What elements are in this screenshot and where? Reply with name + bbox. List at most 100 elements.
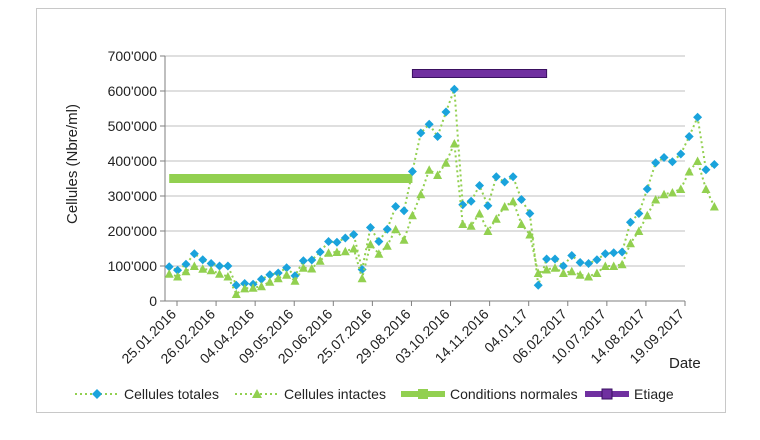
data-point [215,269,225,278]
data-point [407,167,417,176]
data-point [575,270,585,279]
data-point [315,247,325,257]
chart-svg: 0 100'000 200'000 300'000 400'000 500'000 600'… [64,48,719,402]
data-point [709,202,719,211]
x-tick-labels: 25.01.201626.02.201604.04.201609.05.2016… [118,306,687,367]
data-point [508,172,518,182]
data-point [676,184,686,193]
legend-diamond-marker [92,389,102,399]
y-tick-label: 400'000 [108,153,158,169]
data-point [265,270,275,280]
data-point [542,254,552,264]
legend-triangle-marker [252,389,262,398]
range-bar [169,174,413,183]
data-point [491,214,501,223]
data-point [609,261,619,270]
data-point [315,256,325,265]
data-point [349,244,359,253]
legend-square-marker [601,388,613,400]
data-point [625,217,635,227]
data-point [357,273,367,283]
y-tick-label: 0 [149,293,157,309]
data-point [600,249,610,259]
data-point [240,283,250,293]
data-point [256,281,266,291]
data-point [273,273,283,283]
data-point [391,224,401,234]
y-tick-label: 700'000 [108,48,158,64]
legend-label-intactes: Cellules intactes [284,386,386,402]
legend-square-marker [418,389,428,399]
legend-label-totales: Cellules totales [124,386,219,402]
data-point [449,139,459,148]
chart-frame: 0 100'000 200'000 300'000 400'000 500'000 600'… [36,8,726,413]
data-point [709,160,719,169]
data-point [298,263,308,272]
data-point [298,256,308,266]
data-point [290,276,300,285]
data-point [584,272,594,281]
data-point [173,265,183,275]
y-tick-labels: 0 100'000 200'000 300'000 400'000 500'000 600'… [108,48,158,309]
legend-item-intactes: Cellules intactes [235,386,386,402]
data-point [215,261,225,271]
data-point [525,230,535,239]
data-point [433,132,443,141]
data-point [558,261,568,271]
data-point [374,237,384,246]
data-point [416,128,426,138]
data-point [441,158,451,167]
data-point [475,209,485,218]
data-point [399,206,409,216]
y-tick-label: 600'000 [108,83,158,99]
data-point [340,246,350,256]
data-point [642,184,652,194]
data-point [684,132,694,141]
data-point [365,239,375,249]
y-tick-label: 200'000 [108,223,158,239]
legend: Cellules totales Cellules intactes Condi… [75,386,674,402]
x-axis-title: Date [669,355,701,372]
data-point [533,280,543,290]
data-point [592,268,602,277]
range-bars [169,69,548,183]
legend-item-conditions: Conditions normales [401,386,578,402]
data-point [617,247,627,257]
data-point [282,263,292,273]
data-point [625,238,635,248]
data-point [365,223,375,232]
data-point [558,268,568,277]
data-point [206,265,216,275]
data-point [307,263,317,273]
data-point [449,84,459,94]
data-point [516,195,526,204]
data-point [659,153,669,162]
y-tick-label: 500'000 [108,118,158,134]
data-point [634,209,644,218]
legend-item-totales: Cellules totales [75,386,219,402]
data-point [349,230,359,239]
series-line [168,139,716,296]
data-point [433,170,443,179]
data-point [634,226,644,235]
axes [160,55,686,306]
data-point [391,202,401,211]
y-tick-label: 100'000 [108,258,158,274]
data-point [256,274,266,284]
data-point [332,247,342,256]
legend-label-conditions: Conditions normales [450,386,578,402]
data-point [382,241,392,250]
data-point [659,189,669,199]
y-tick-label: 300'000 [108,188,158,204]
data-point [483,226,493,235]
series-group [164,84,719,298]
data-point [382,224,392,234]
data-point [340,233,350,243]
data-point [374,249,384,258]
data-point [240,279,250,288]
data-point [667,188,677,197]
data-point [567,251,577,260]
data-point [701,184,711,193]
data-point [500,202,510,211]
data-point [525,209,535,218]
